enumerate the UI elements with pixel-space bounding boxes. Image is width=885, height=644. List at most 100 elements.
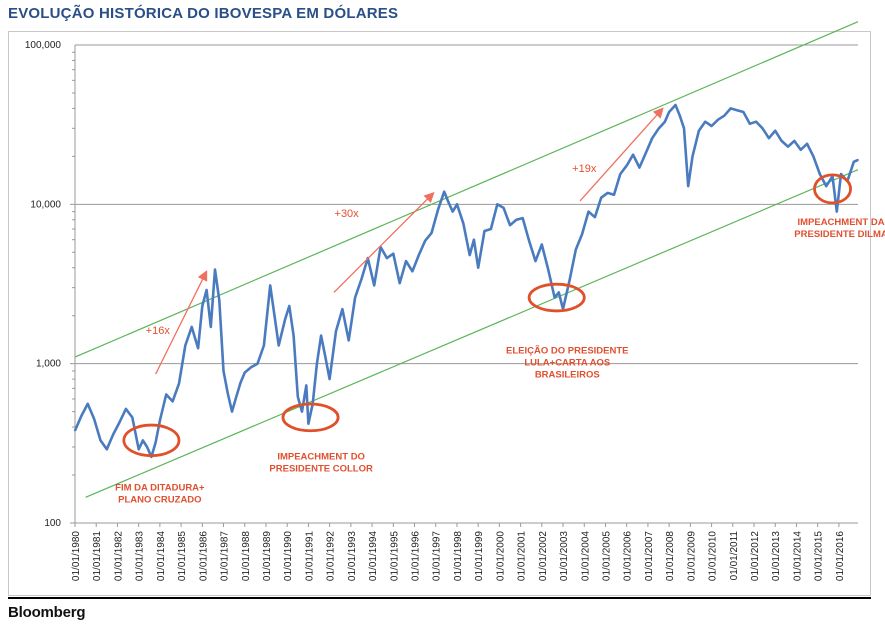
growth-label: +19x (572, 163, 597, 175)
x-tick-label: 01/01/2003 (559, 531, 570, 581)
x-tick-label: 01/01/1990 (283, 531, 294, 581)
x-tick-label: 01/01/1985 (177, 531, 188, 581)
series-line (73, 103, 859, 459)
event-annotation: IMPEACHMENT DO PRESIDENTE COLLOR (269, 452, 373, 475)
event-annotation: IMPEACHMENT DA PRESIDENTE DILMA (794, 217, 885, 240)
data-point (273, 314, 276, 317)
growth-arrow (155, 270, 208, 375)
data-point (201, 305, 204, 307)
x-tick-label: 01/01/1997 (432, 531, 443, 581)
highlight-ellipse (122, 423, 181, 458)
data-point (125, 408, 127, 410)
data-point (678, 114, 681, 117)
data-point (250, 366, 253, 369)
data-point (852, 160, 855, 163)
data-point (704, 120, 707, 123)
x-tick-label: 01/01/2013 (771, 531, 782, 581)
data-point (761, 127, 764, 130)
data-point (521, 217, 524, 219)
data-point (137, 448, 140, 451)
data-point (292, 334, 295, 337)
data-point (710, 125, 713, 127)
data-point (490, 228, 492, 230)
data-point (651, 137, 654, 140)
data-point (184, 344, 187, 347)
data-point (86, 402, 89, 405)
data-point (190, 326, 193, 328)
data-point (146, 446, 149, 448)
data-point (857, 159, 859, 161)
data-point (483, 230, 486, 232)
data-point (288, 305, 291, 307)
data-point (683, 127, 685, 130)
data-point (328, 378, 331, 381)
divider (8, 597, 871, 599)
data-point (451, 210, 454, 213)
data-point (674, 104, 677, 106)
y-tick-label: 100 (44, 518, 61, 529)
data-point (568, 280, 571, 282)
data-point (755, 120, 758, 123)
data-point (205, 289, 208, 291)
x-tick-label: 01/01/2016 (835, 531, 846, 581)
data-point (799, 148, 802, 151)
data-point (780, 140, 783, 142)
data-point (214, 268, 216, 271)
x-tick-label: 01/01/1999 (474, 531, 485, 581)
data-point (392, 252, 395, 255)
x-tick-label: 01/01/2002 (538, 531, 549, 581)
x-tick-label: 01/01/1983 (135, 531, 146, 581)
x-tick-label: 01/01/1981 (92, 531, 103, 581)
data-point (105, 448, 108, 451)
x-tick-label: 01/01/2014 (792, 531, 803, 581)
x-tick-label: 01/01/2010 (708, 531, 719, 581)
data-point (118, 421, 121, 423)
x-tick-label: 01/01/1992 (326, 531, 337, 581)
x-tick-label: 01/01/2008 (665, 531, 676, 581)
x-tick-label: 01/01/2004 (580, 531, 591, 581)
growth-label: +30x (335, 208, 360, 220)
data-point (165, 393, 168, 396)
data-point (131, 416, 134, 419)
data-point (154, 441, 157, 444)
data-point (619, 173, 622, 175)
event-annotation: FIM DA DITADURA+ PLANO CRUZADO (115, 482, 205, 505)
data-point (697, 129, 700, 132)
x-tick-label: 01/01/2005 (601, 531, 612, 581)
data-point (793, 140, 796, 142)
growth-arrow (579, 107, 664, 202)
data-point (657, 127, 660, 130)
data-point (509, 224, 511, 227)
data-point (534, 260, 537, 263)
data-point (222, 370, 225, 372)
data-point (468, 254, 471, 257)
x-tick-label: 01/01/2001 (517, 531, 528, 581)
data-point (296, 395, 299, 398)
growth-label: +16x (146, 325, 171, 337)
x-tick-label: 01/01/1987 (220, 531, 231, 581)
trend-line-upper (74, 21, 859, 358)
data-point (443, 190, 446, 193)
event-annotation: ELEIÇÃO DO PRESIDENTE LULA+CARTA AOS BRASI… (506, 345, 628, 380)
x-tick-label: 01/01/1996 (411, 531, 422, 581)
x-tick-label: 01/01/2007 (644, 531, 655, 581)
data-point (341, 308, 344, 311)
data-point (269, 284, 272, 287)
data-point (723, 114, 726, 117)
data-point (93, 418, 95, 420)
data-point (80, 415, 83, 417)
data-point (142, 439, 144, 442)
x-tick-label: 01/01/1984 (156, 531, 167, 581)
data-point (774, 129, 777, 132)
data-point (284, 318, 286, 321)
data-point (691, 155, 694, 158)
data-point (436, 209, 439, 212)
data-point (742, 111, 745, 113)
data-point (515, 218, 518, 221)
data-point (477, 266, 480, 269)
data-point (74, 429, 76, 432)
data-point (528, 239, 530, 242)
data-point (239, 381, 242, 384)
data-point (574, 248, 577, 251)
